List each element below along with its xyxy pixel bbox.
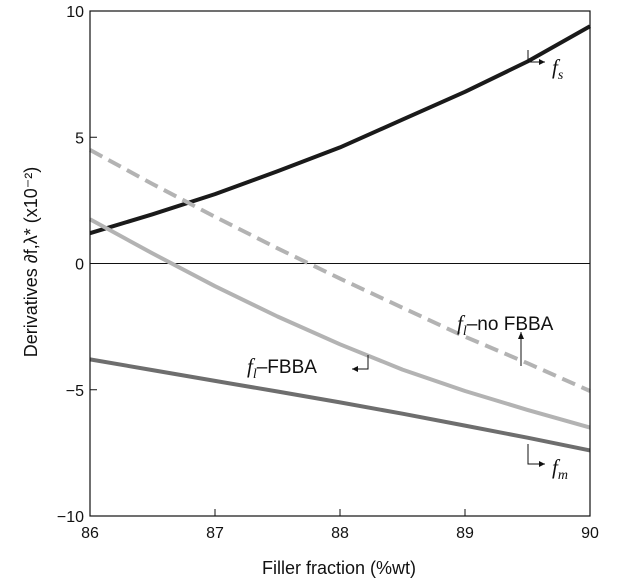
y-tick-label: −5 [66, 383, 84, 400]
x-tick-label: 87 [206, 525, 224, 542]
x-tick-label: 86 [81, 525, 99, 542]
label-fl-fbba: fl–FBBA [247, 354, 369, 382]
tick-layer: 86 87 88 89 90 −10 −5 0 5 10 [57, 4, 599, 542]
y-tick-label: 10 [66, 4, 84, 21]
label-fs: fs [527, 50, 564, 83]
arrow-fm [527, 444, 545, 465]
label-fs-text: fs [552, 55, 564, 83]
arrowhead-fl-fbba-icon [352, 366, 358, 372]
label-fl-fbba-text: fl–FBBA [247, 354, 317, 382]
y-tick-label: 0 [75, 257, 84, 274]
series-line-f-l-no-fbba [89, 148, 591, 393]
x-tick-label: 90 [581, 525, 599, 542]
arrowhead-fl-no-fbba-icon [518, 332, 524, 339]
arrowhead-fm-icon [539, 461, 545, 467]
series-line-f-m [89, 357, 591, 453]
x-tick-label: 88 [331, 525, 349, 542]
label-fl-no-fbba: fl–no FBBA [457, 311, 554, 366]
series-line-f-l-fbba [89, 217, 591, 430]
y-tick-label: −10 [57, 509, 84, 526]
label-fm: fm [527, 444, 568, 483]
series-line-f-s [89, 24, 591, 236]
arrowhead-fs-icon [539, 59, 545, 65]
series-layer [89, 24, 591, 453]
label-fm-text: fm [552, 455, 568, 483]
x-tick-label: 89 [456, 525, 474, 542]
y-axis-title: Derivatives ∂f,λ* (x10⁻²) [21, 167, 41, 357]
arrow-fl-fbba [352, 355, 369, 370]
y-tick-label: 5 [75, 130, 84, 147]
label-fl-no-fbba-text: fl–no FBBA [457, 311, 554, 339]
x-axis-title: Filler fraction (%wt) [262, 558, 416, 578]
